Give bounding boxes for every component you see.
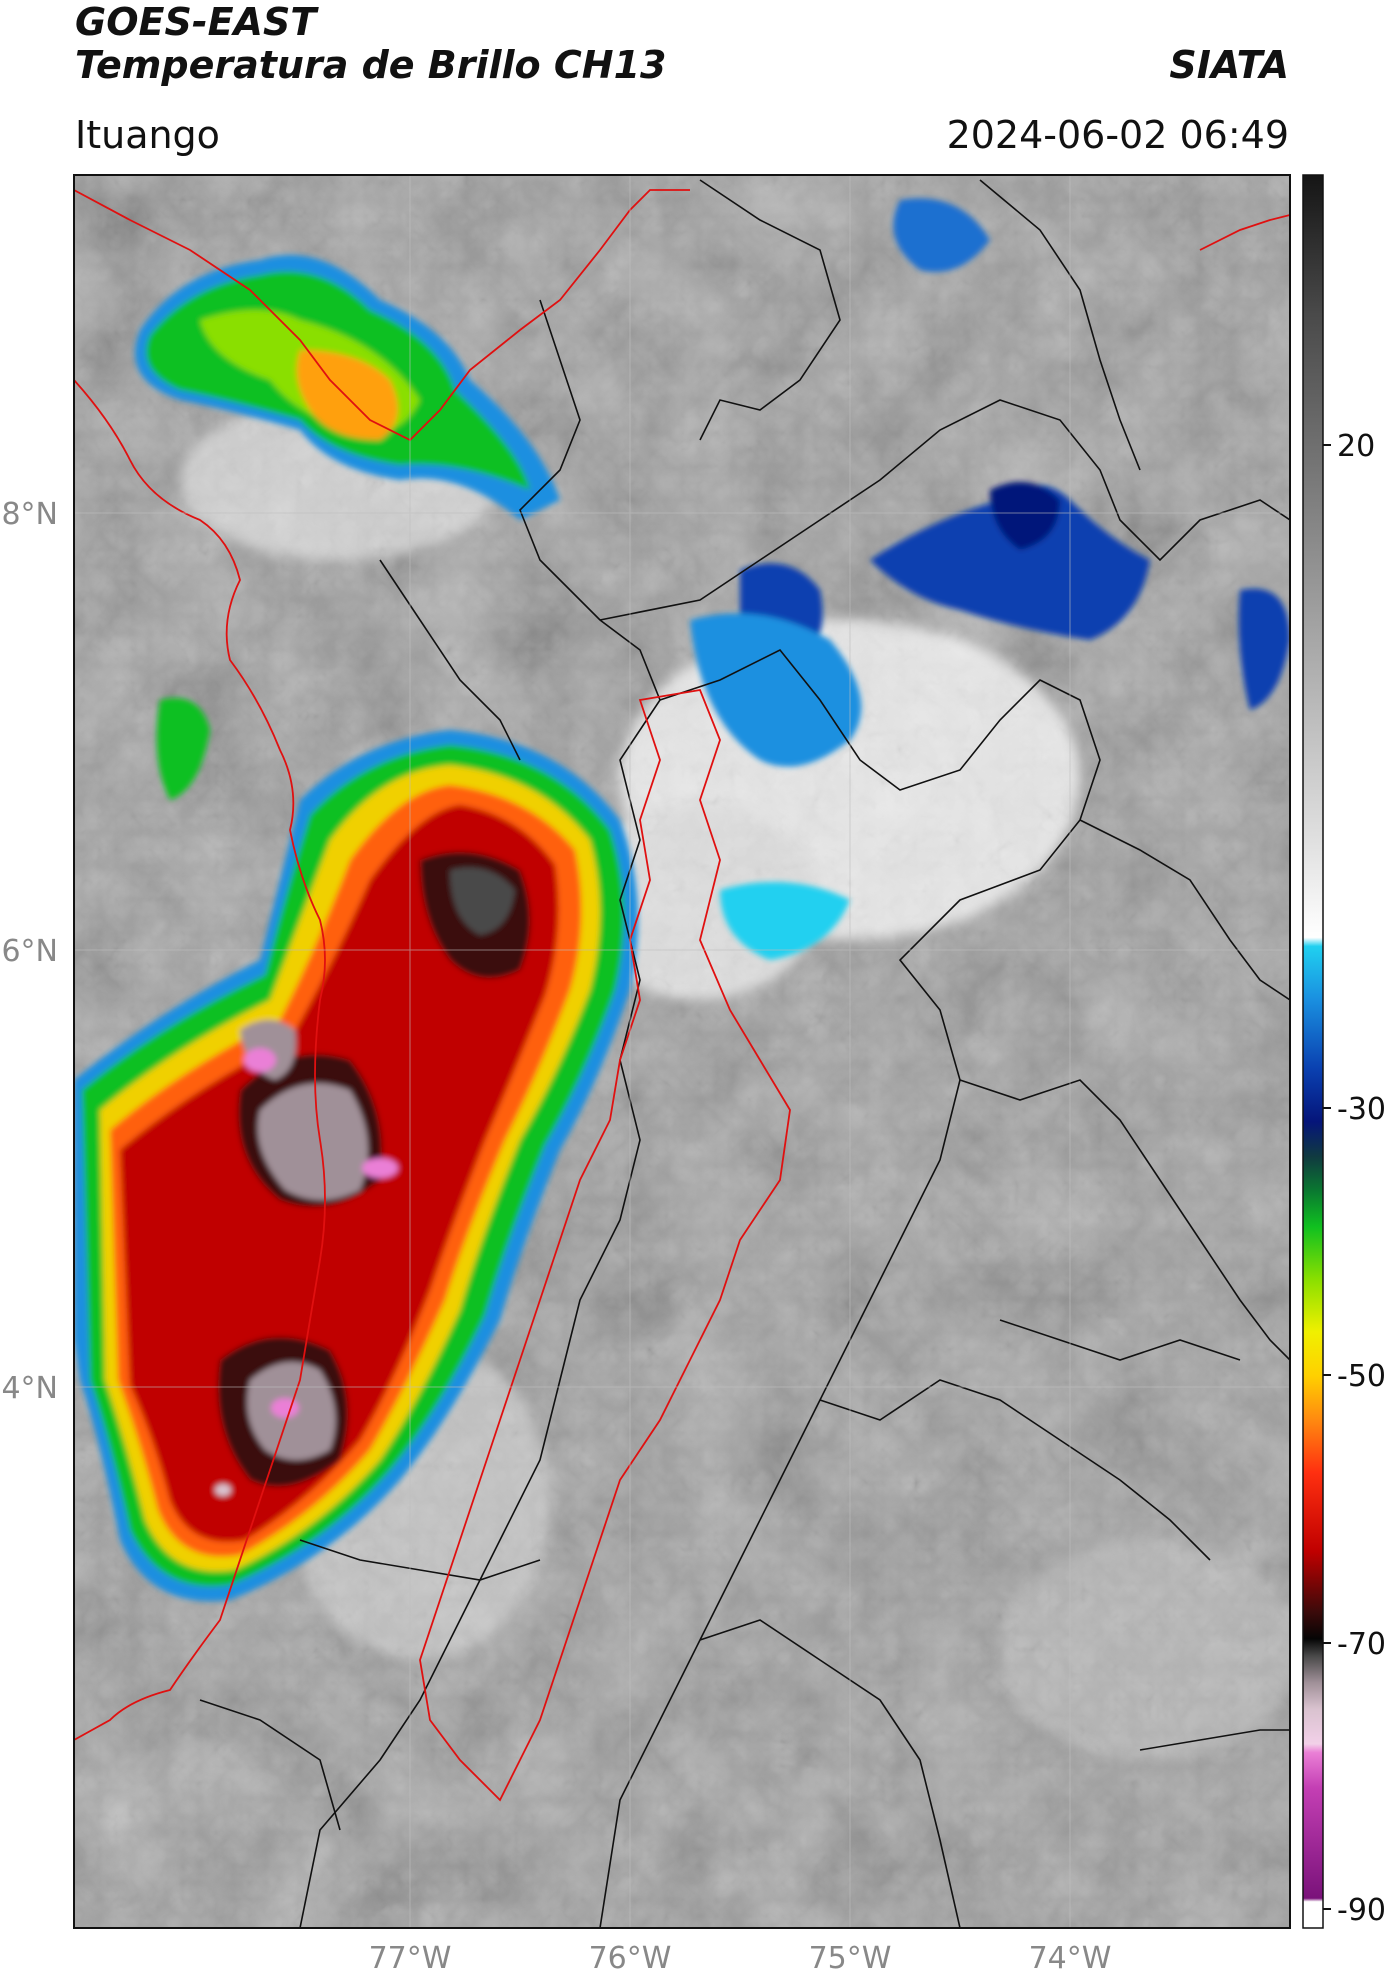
graticule [74, 175, 1290, 1928]
colorbar-label-minus30: -30 [1337, 1092, 1384, 1127]
colorbar-label-minus70: -70 [1337, 1627, 1384, 1662]
product-title: Temperatura de Brillo CH13 [75, 43, 667, 87]
lon-label-77w: 77°W [369, 1941, 452, 1976]
lon-label-75w: 75°W [809, 1941, 892, 1976]
map-frame [73, 174, 1291, 1929]
lon-label-74w: 74°W [1029, 1941, 1112, 1976]
lat-label-8n: 8°N [1, 497, 58, 532]
colorbar-label-minus90: -90 [1337, 1893, 1384, 1928]
colorbar-ticks [1323, 444, 1331, 1910]
satellite-title: GOES-EAST [75, 0, 317, 44]
region-label: Ituango [75, 113, 220, 157]
south-storm-complex [74, 730, 638, 1602]
lon-label-76w: 76°W [589, 1941, 672, 1976]
lat-label-4n: 4°N [1, 1371, 58, 1406]
north-storm-cell [135, 198, 990, 520]
lat-label-6n: 6°N [1, 934, 58, 969]
colorbar-label-minus50: -50 [1337, 1359, 1384, 1394]
northeast-cloud-band [156, 482, 1290, 960]
timestamp-label: 2024-06-02 06:49 [946, 113, 1289, 157]
colorbar-label-20: 20 [1337, 429, 1375, 464]
agency-label: SIATA [1169, 43, 1289, 87]
satellite-imagery [74, 175, 1290, 1928]
department-borders [199, 179, 1290, 1928]
colorbar: 20 -30 -50 -70 -90 [1302, 174, 1384, 1929]
country-borders [74, 189, 1290, 1802]
colorbar-gradient [1302, 174, 1324, 1929]
